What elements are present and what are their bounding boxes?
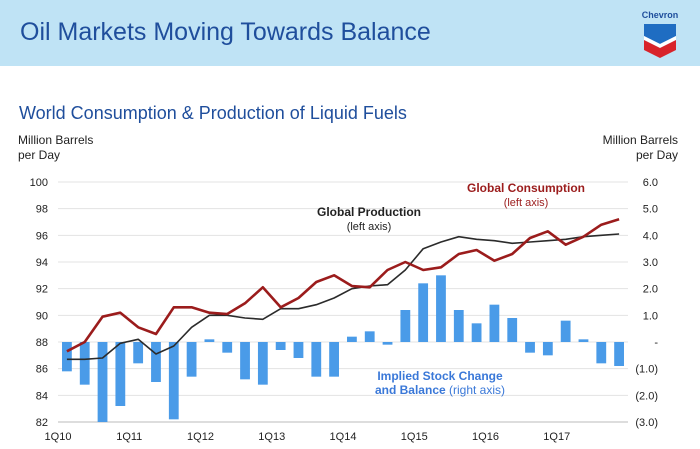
stock-change-bar <box>382 342 393 345</box>
stock-change-bar <box>257 342 268 385</box>
left-tick-label: 94 <box>36 257 48 269</box>
right-tick-label: 4.0 <box>643 230 658 242</box>
slide-title: Oil Markets Moving Towards Balance <box>20 18 431 46</box>
stock-change-bar <box>507 318 518 342</box>
stock-change-bar <box>560 320 571 342</box>
stock-change-bar <box>168 342 179 420</box>
production-line <box>66 233 620 361</box>
stock-change-bar <box>489 304 500 342</box>
right-tick-label: 6.0 <box>643 177 658 189</box>
left-tick-label: 86 <box>36 364 48 376</box>
x-tick-label: 1Q11 <box>116 431 142 443</box>
annotations: Global Consumption (left axis) Global Prod… <box>317 181 585 397</box>
series-lines <box>66 218 620 361</box>
stock-change-bar <box>133 342 144 364</box>
right-tick-label: 5.0 <box>643 204 658 216</box>
stock-change-bar <box>311 342 322 377</box>
stock-change-bar <box>525 342 535 353</box>
left-tick-label: 98 <box>36 204 48 216</box>
stock-change-bar <box>62 342 72 372</box>
stock-change-bar <box>186 342 197 377</box>
x-tick-label: 1Q14 <box>330 431 357 443</box>
right-tick-label: - <box>654 337 658 349</box>
x-tick-label: 1Q12 <box>187 431 214 443</box>
right-unit-line-1: Million Barrels <box>602 133 678 147</box>
stock-change-bars <box>62 275 624 422</box>
left-tick-label: 92 <box>36 284 48 296</box>
stock-change-bar <box>115 342 126 406</box>
stock-change-bar <box>275 342 286 350</box>
stock-change-bar <box>293 342 304 358</box>
chevron-logo: Chevron <box>635 10 685 62</box>
right-tick-label: (1.0) <box>635 364 658 376</box>
left-tick-label: 88 <box>36 337 48 349</box>
right-tick-label: 2.0 <box>643 284 658 296</box>
stock-change-bar <box>400 310 411 342</box>
right-axis-unit: Million Barrels per Day <box>603 133 678 163</box>
consumption-axis-note: (left axis) <box>504 197 549 209</box>
stock-change-bar <box>204 339 215 342</box>
left-unit-line-2: per Day <box>18 148 61 162</box>
stock-change-bar <box>240 342 250 380</box>
stock-change-bar <box>347 336 357 342</box>
axis-ticks: 100 98 96 94 92 90 88 86 84 82 6.0 5.0 4.0 3.0 2.0 1.0 -… <box>30 177 659 443</box>
consumption-label: Global Consumption <box>467 181 585 195</box>
stock-change-bar <box>542 342 553 356</box>
x-tick-label: 1Q16 <box>472 431 499 443</box>
stock-change-bar <box>436 275 446 342</box>
left-tick-label: 90 <box>36 310 48 322</box>
chart-title: World Consumption & Production of Liquid… <box>19 103 407 123</box>
stock-change-bar <box>596 342 607 364</box>
stock-change-bar <box>471 323 482 342</box>
left-tick-label: 82 <box>36 417 48 429</box>
stock-change-bar <box>453 310 464 342</box>
left-unit-line-1: Million Barrels <box>18 133 94 147</box>
x-tick-label: 1Q10 <box>45 431 72 443</box>
x-tick-label: 1Q15 <box>401 431 428 443</box>
stock-change-bar <box>364 331 375 342</box>
right-tick-label: 1.0 <box>643 310 658 322</box>
left-axis-unit: Million Barrels per Day <box>18 133 93 163</box>
production-axis-note: (left axis) <box>347 221 392 233</box>
stock-change-bar <box>79 342 90 385</box>
stock-change-label-line-2: and Balance (right axis) <box>375 383 505 397</box>
left-tick-label: 84 <box>36 390 48 402</box>
x-tick-label: 1Q17 <box>543 431 570 443</box>
stock-change-bar <box>222 342 233 353</box>
stock-change-bar <box>151 342 161 382</box>
left-tick-label: 100 <box>30 177 48 189</box>
consumption-line <box>66 218 620 353</box>
x-tick-label: 1Q13 <box>258 431 285 443</box>
logo-text: Chevron <box>641 10 679 20</box>
title-banner: Oil Markets Moving Towards Balance Chevr… <box>0 0 700 66</box>
right-tick-label: (3.0) <box>635 417 658 429</box>
right-tick-label: (2.0) <box>635 390 658 402</box>
production-label: Global Production <box>317 205 421 219</box>
stock-change-label-line-1: Implied Stock Change <box>377 369 503 383</box>
right-tick-label: 3.0 <box>643 257 658 269</box>
stock-change-bar <box>614 342 624 366</box>
left-tick-label: 96 <box>36 230 48 242</box>
stock-change-bar <box>329 342 339 377</box>
stock-change-bar <box>97 342 108 422</box>
stock-change-bar <box>578 339 589 342</box>
right-unit-line-2: per Day <box>635 148 678 162</box>
stock-change-bar <box>418 283 429 342</box>
